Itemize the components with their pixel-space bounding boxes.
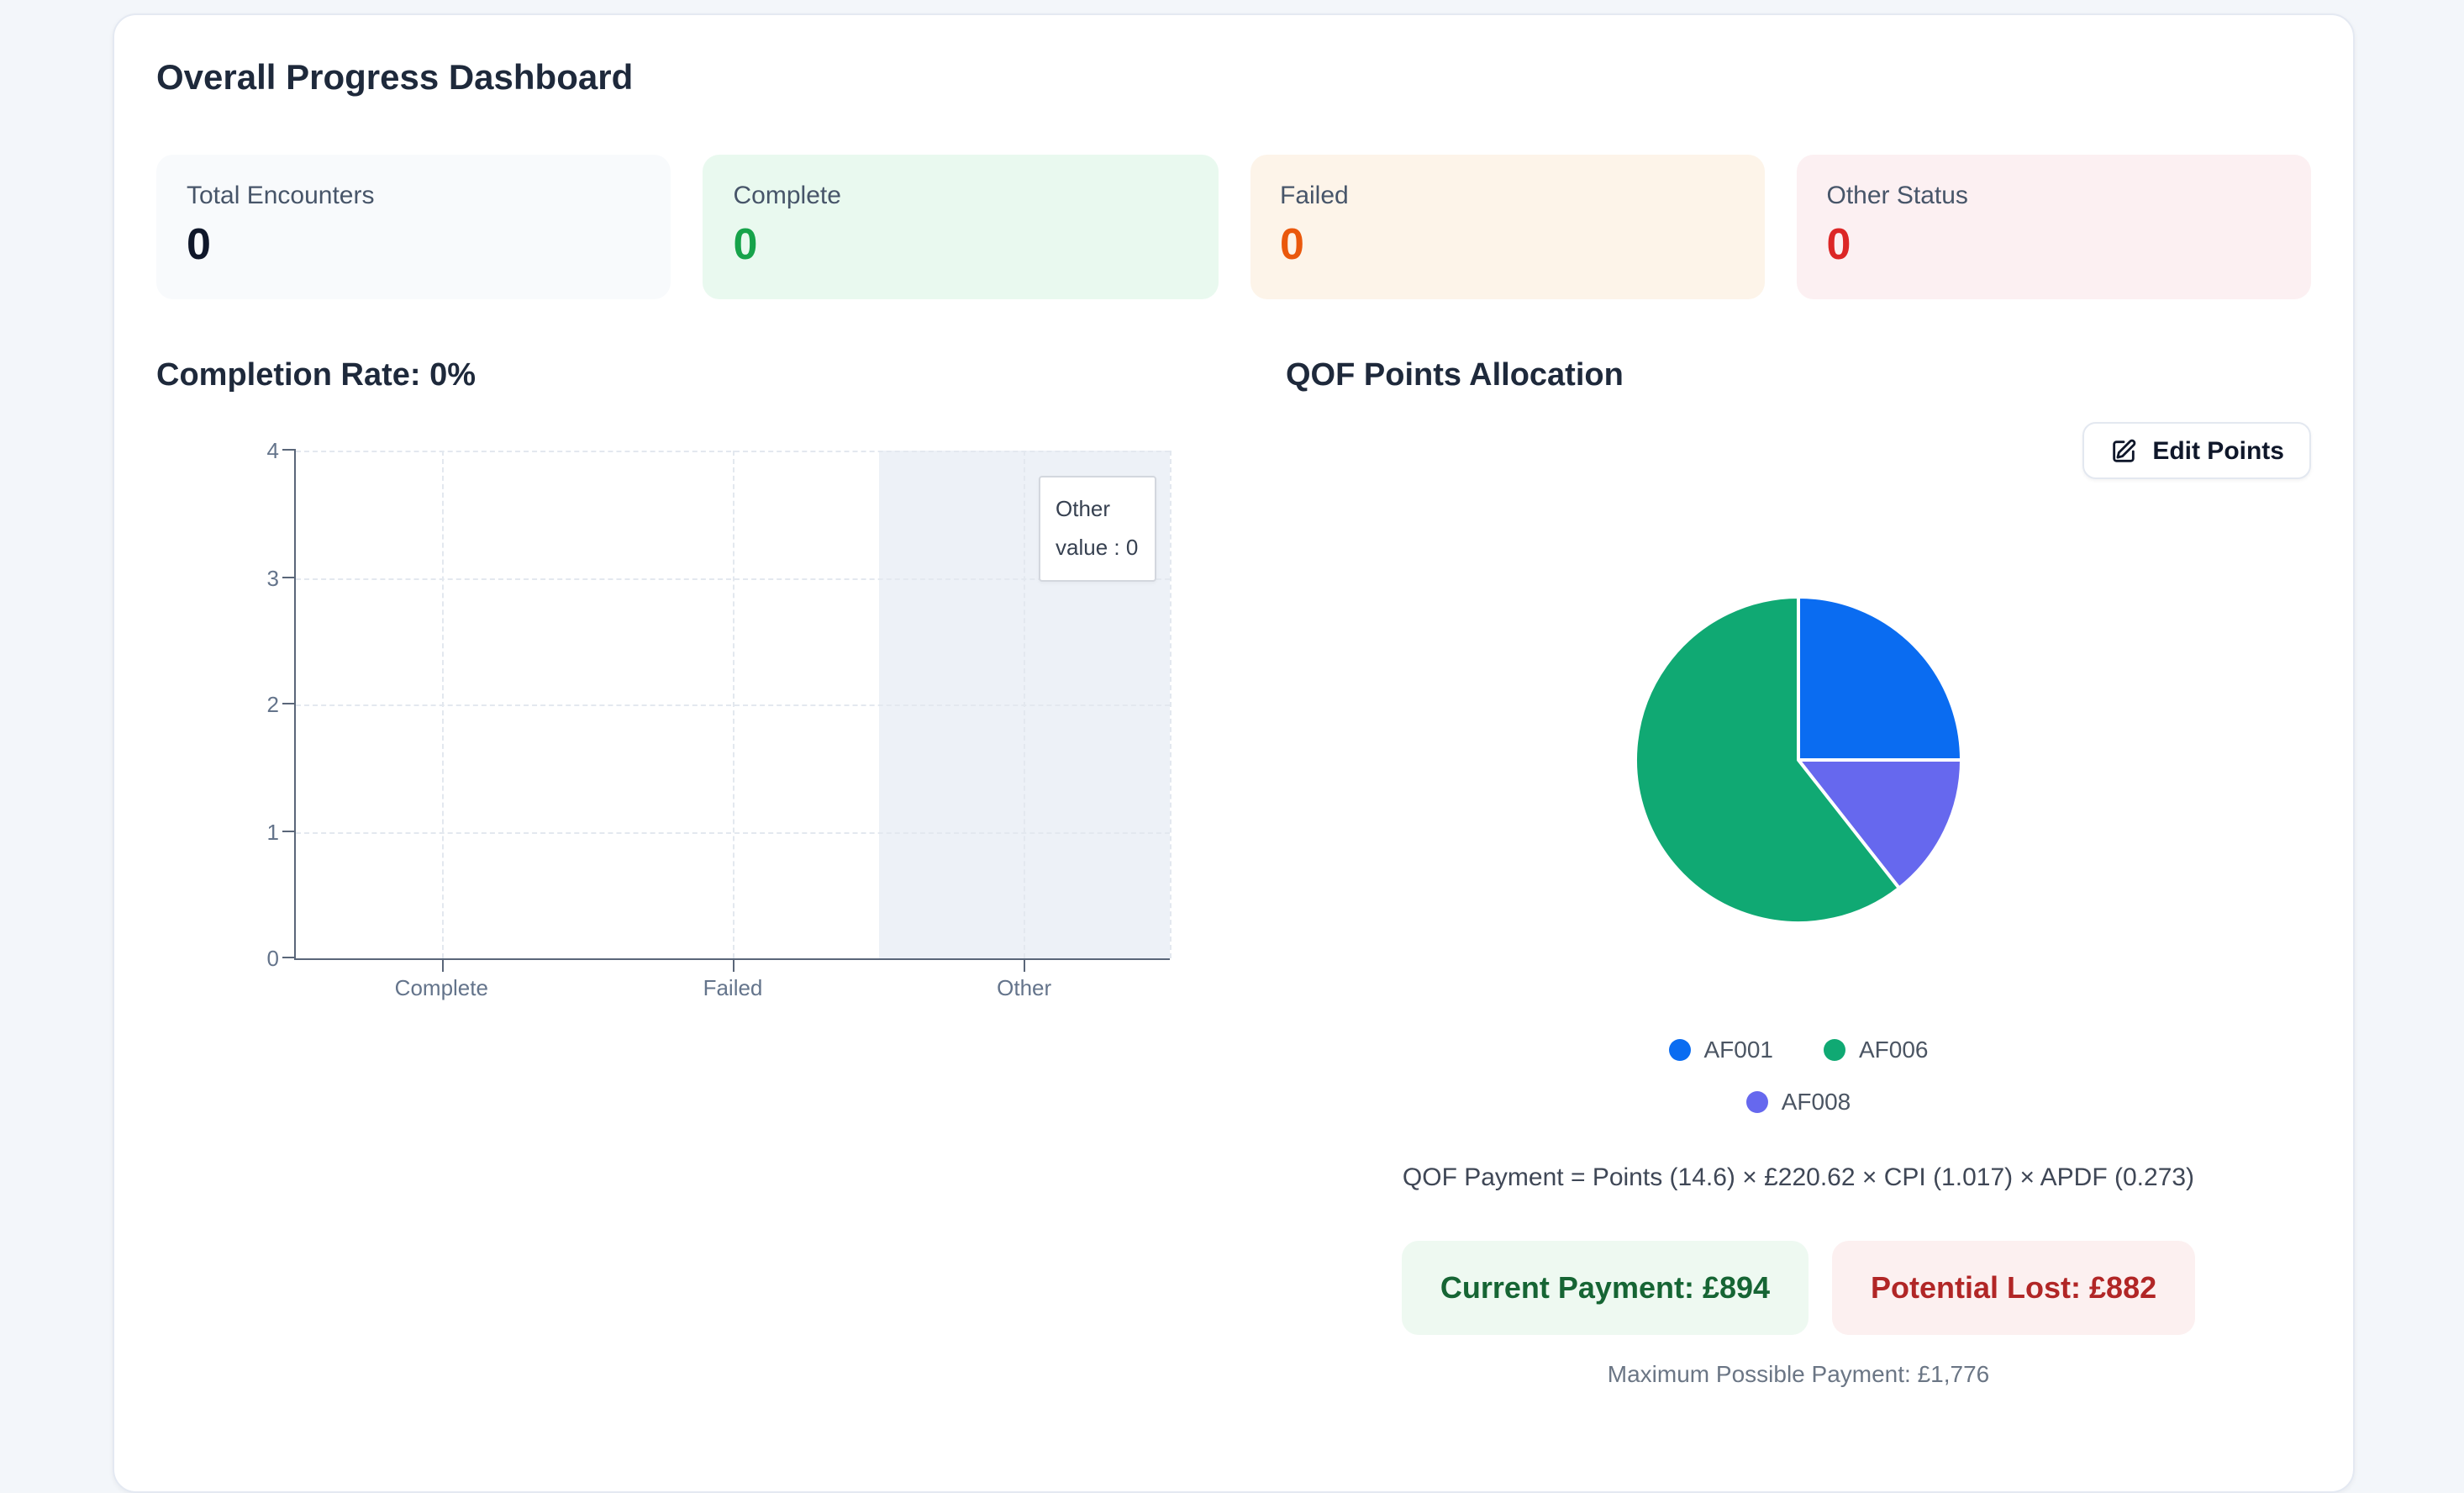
y-axis-tick-label: 1 — [266, 819, 279, 844]
stat-label: Total Encounters — [187, 182, 375, 210]
legend-item-af001[interactable]: AF001 — [1668, 1036, 1774, 1063]
legend-item-af008[interactable]: AF008 — [1745, 1088, 1851, 1115]
stat-card-total-encounters: Total Encounters 0 — [156, 155, 671, 299]
bar-chart-plot-area[interactable]: Other value : 0 0 1 2 3 4 Complete Failed Other — [267, 438, 1171, 1000]
legend-label: AF001 — [1703, 1036, 1774, 1063]
stat-card-failed: Failed 0 — [1250, 155, 1765, 299]
legend-dot-icon — [1668, 1038, 1691, 1060]
stat-label: Failed — [1280, 182, 1349, 210]
stats-row: Total Encounters 0 Complete 0 Failed 0 O… — [156, 155, 2311, 299]
pencil-square-icon — [2109, 436, 2137, 465]
stat-card-complete: Complete 0 — [703, 155, 1218, 299]
y-axis-tick-label: 2 — [266, 692, 279, 717]
y-axis-tick — [282, 576, 296, 578]
edit-points-button-row: Edit Points — [1286, 422, 2311, 479]
pie-slice-af008[interactable] — [1797, 758, 1963, 890]
y-axis-tick — [282, 957, 296, 959]
pie-chart-wrap — [1286, 592, 2311, 928]
legend-dot-icon — [1824, 1038, 1845, 1060]
dashboard-panel: Overall Progress Dashboard Total Encount… — [113, 13, 2355, 1493]
stat-label: Other Status — [1826, 182, 1968, 210]
content-columns: Completion Rate: 0% Other value : 0 0 1 2 3… — [156, 355, 2311, 1389]
potential-lost-card: Potential Lost: £882 — [1832, 1241, 2196, 1335]
legend-label: AF006 — [1859, 1036, 1929, 1063]
max-payment-text: Maximum Possible Payment: £1,776 — [1607, 1360, 1990, 1387]
stat-value: 0 — [1280, 219, 1304, 269]
qof-formula-text: QOF Payment = Points (14.6) × £220.62 × … — [1402, 1163, 2195, 1192]
page: Overall Progress Dashboard Total Encount… — [113, 13, 2355, 1493]
chart-tooltip: Other value : 0 — [1039, 476, 1156, 582]
stat-label: Complete — [733, 182, 841, 210]
pie-legend: AF001 AF006 AF008 — [1597, 1036, 2000, 1115]
y-axis-tick-label: 4 — [266, 438, 279, 463]
completion-rate-section: Completion Rate: 0% Other value : 0 0 1 2 3… — [156, 355, 1259, 1389]
pie-chart[interactable] — [1630, 592, 1966, 928]
current-payment-card: Current Payment: £894 — [1401, 1241, 1809, 1335]
legend-item-af006[interactable]: AF006 — [1824, 1036, 1929, 1063]
x-axis-tick-label: Failed — [703, 975, 763, 1000]
x-axis-tick — [441, 958, 444, 972]
edit-points-button-label: Edit Points — [2152, 436, 2284, 465]
page-title: Overall Progress Dashboard — [156, 59, 634, 98]
y-axis-tick — [282, 830, 296, 832]
grid-line-vertical — [441, 451, 444, 958]
x-axis-tick — [733, 958, 734, 972]
x-axis-tick-label: Complete — [394, 975, 488, 1000]
y-axis-tick-label: 0 — [266, 946, 279, 971]
stat-value: 0 — [187, 219, 211, 269]
y-axis-tick — [282, 703, 296, 705]
x-axis-tick — [1024, 958, 1026, 972]
payment-cards-row: Current Payment: £894 Potential Lost: £8… — [1286, 1241, 2311, 1335]
stat-value: 0 — [1826, 219, 1851, 269]
qof-points-section: QOF Points Allocation Edit Points — [1259, 355, 2311, 1389]
grid-line-vertical — [733, 451, 734, 958]
stat-card-other-status: Other Status 0 — [1796, 155, 2311, 299]
edit-points-button[interactable]: Edit Points — [2082, 422, 2311, 479]
qof-points-heading: QOF Points Allocation — [1286, 358, 1624, 393]
grid-line-vertical — [1169, 451, 1171, 958]
pie-slice-af001[interactable] — [1797, 595, 1963, 762]
pie-slice-af006[interactable] — [1634, 595, 1901, 925]
legend-dot-icon — [1745, 1090, 1768, 1112]
y-axis-tick — [282, 449, 296, 451]
tooltip-category-label: Other — [1056, 496, 1111, 521]
x-axis-tick-label: Other — [997, 975, 1052, 1000]
grid-line-vertical — [1024, 451, 1026, 958]
completion-rate-heading: Completion Rate: 0% — [156, 358, 476, 393]
y-axis-tick-label: 3 — [266, 565, 279, 590]
stat-value: 0 — [733, 219, 758, 269]
legend-label: AF008 — [1781, 1088, 1851, 1115]
tooltip-value-text: value : 0 — [1056, 535, 1139, 560]
